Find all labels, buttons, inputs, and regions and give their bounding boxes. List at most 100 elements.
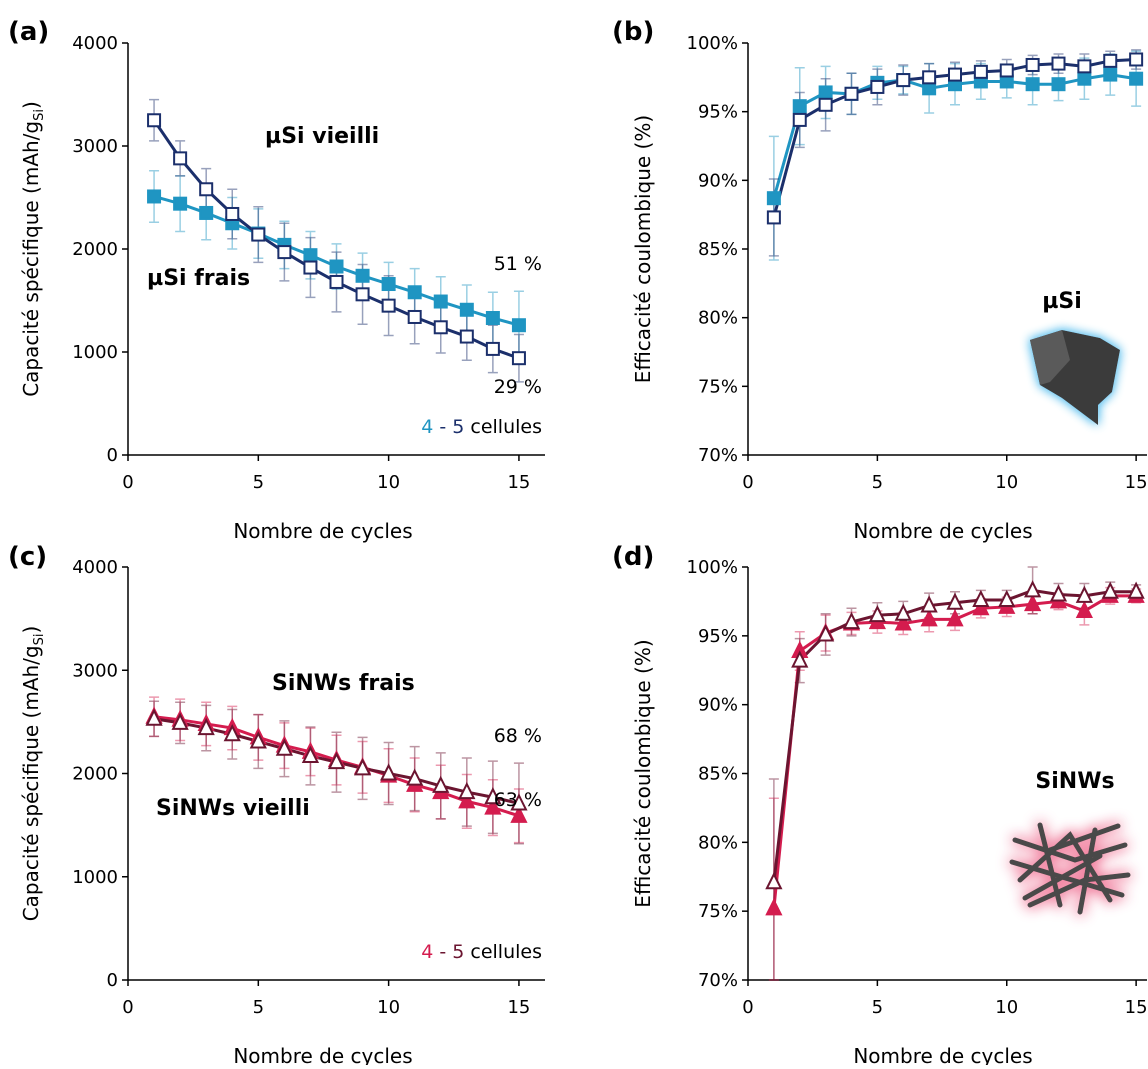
marker	[817, 624, 835, 642]
x-tick-label: 15	[1125, 472, 1148, 493]
y-axis-title: Capacité spécifique (mAh/gSi)	[19, 626, 47, 922]
marker	[329, 259, 344, 274]
marker	[329, 274, 344, 289]
marker	[946, 592, 964, 610]
cell-note-part: 5	[452, 416, 464, 438]
marker	[894, 613, 912, 631]
y-tick-label: 80%	[698, 832, 738, 853]
marker	[870, 79, 885, 94]
x-tick-label: 5	[872, 997, 883, 1018]
marker	[147, 189, 162, 204]
marker	[301, 745, 320, 763]
marker	[922, 70, 937, 85]
y-tick-label: 90%	[698, 695, 738, 716]
marker	[946, 609, 964, 627]
series-line	[772, 594, 1137, 909]
y-axis-title-part: Efficacité coulombique (%)	[631, 639, 655, 907]
marker	[948, 67, 962, 82]
marker	[1075, 600, 1093, 619]
cell-note-part: -	[433, 416, 452, 438]
panel-label: (a)	[8, 17, 49, 47]
marker	[197, 717, 215, 736]
y-tick-label: 95%	[698, 626, 738, 647]
x-axis-title: Nombre de cycles	[853, 1044, 1032, 1065]
marker	[381, 277, 396, 292]
nanowire-illustration	[1009, 822, 1131, 915]
y-tick-label: 95%	[698, 102, 738, 123]
y-axis-title-part: )	[19, 626, 43, 634]
marker	[433, 294, 448, 309]
y-tick-label: 90%	[698, 170, 738, 191]
marker	[1129, 52, 1144, 67]
marker	[171, 712, 189, 730]
x-tick-label: 10	[377, 997, 400, 1018]
y-tick-label: 75%	[698, 376, 738, 397]
marker	[1025, 77, 1040, 92]
marker	[766, 191, 781, 206]
y-tick-label: 100%	[687, 33, 738, 54]
marker	[868, 604, 886, 623]
y-axis-title-part: Si	[32, 109, 47, 121]
marker	[249, 731, 267, 749]
marker	[1075, 585, 1093, 603]
y-tick-label: 2000	[72, 764, 118, 785]
marker	[459, 329, 474, 344]
x-axis-title: Nombre de cycles	[233, 519, 412, 543]
marker	[485, 341, 500, 356]
marker	[1049, 584, 1068, 602]
marker	[147, 113, 162, 128]
y-tick-label: 100%	[687, 557, 738, 578]
marker	[999, 63, 1014, 78]
y-tick-label: 85%	[698, 764, 738, 785]
x-tick-label: 10	[995, 472, 1018, 493]
y-axis-title-part: )	[19, 101, 43, 109]
marker	[791, 650, 809, 668]
marker	[251, 227, 266, 242]
x-axis-title: Nombre de cycles	[853, 519, 1032, 543]
y-tick-label: 3000	[72, 136, 118, 157]
marker	[765, 898, 783, 916]
marker	[894, 603, 912, 621]
y-tick-label: 1000	[72, 867, 118, 888]
y-tick-label: 2000	[72, 239, 118, 260]
marker	[1077, 59, 1092, 74]
y-tick-label: 70%	[698, 445, 738, 466]
marker	[199, 182, 214, 197]
annotation: 29 %	[494, 376, 542, 398]
y-tick-label: 0	[107, 970, 118, 991]
x-tick-label: 0	[122, 997, 133, 1018]
marker	[173, 151, 188, 166]
cell-note: 4 - 5 cellules	[421, 416, 542, 438]
marker	[406, 768, 424, 786]
marker	[484, 787, 502, 805]
marker	[355, 287, 370, 302]
x-tick-label: 5	[253, 472, 264, 493]
marker	[459, 302, 474, 317]
marker	[1024, 580, 1042, 598]
cell-note-part: -	[433, 941, 452, 963]
marker	[225, 206, 240, 221]
x-tick-label: 15	[507, 472, 530, 493]
marker	[355, 268, 370, 283]
y-axis-title: Capacité spécifique (mAh/gSi)	[19, 101, 47, 397]
marker	[145, 708, 163, 726]
y-axis-title-part: Capacité spécifique (mAh/g	[19, 645, 43, 921]
marker	[381, 298, 396, 313]
y-tick-label: 75%	[698, 901, 738, 922]
marker	[458, 781, 476, 800]
marker	[199, 205, 214, 220]
marker	[327, 751, 346, 770]
marker	[173, 196, 188, 211]
y-tick-label: 4000	[72, 557, 118, 578]
marker	[766, 210, 781, 225]
marker	[818, 97, 833, 112]
x-tick-label: 5	[872, 472, 883, 493]
y-tick-label: 3000	[72, 660, 118, 681]
marker	[303, 260, 318, 275]
marker	[765, 872, 783, 890]
x-tick-label: 15	[507, 997, 530, 1018]
cell-note-part: 5	[452, 941, 464, 963]
annotation: SiNWs	[1035, 769, 1114, 794]
y-tick-label: 0	[107, 445, 118, 466]
